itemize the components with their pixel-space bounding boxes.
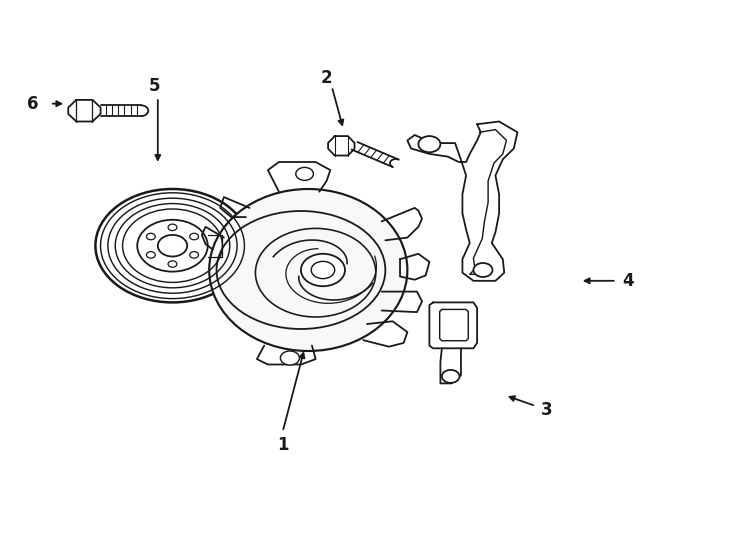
Circle shape xyxy=(296,167,313,180)
Circle shape xyxy=(301,254,345,286)
Circle shape xyxy=(418,136,440,152)
Text: 1: 1 xyxy=(277,436,288,455)
Circle shape xyxy=(168,224,177,231)
Text: 4: 4 xyxy=(622,272,633,290)
Circle shape xyxy=(189,252,198,258)
Text: 2: 2 xyxy=(321,69,333,87)
Ellipse shape xyxy=(209,189,407,351)
Circle shape xyxy=(189,233,198,240)
Circle shape xyxy=(442,370,459,383)
Circle shape xyxy=(95,189,250,302)
Circle shape xyxy=(158,235,187,256)
Circle shape xyxy=(137,220,208,272)
Text: 3: 3 xyxy=(541,401,553,420)
Circle shape xyxy=(473,263,493,277)
Text: 5: 5 xyxy=(148,77,160,96)
Circle shape xyxy=(168,261,177,267)
Circle shape xyxy=(147,233,156,240)
Text: 6: 6 xyxy=(27,94,39,113)
Circle shape xyxy=(311,261,335,279)
Circle shape xyxy=(147,252,156,258)
Circle shape xyxy=(280,351,299,365)
